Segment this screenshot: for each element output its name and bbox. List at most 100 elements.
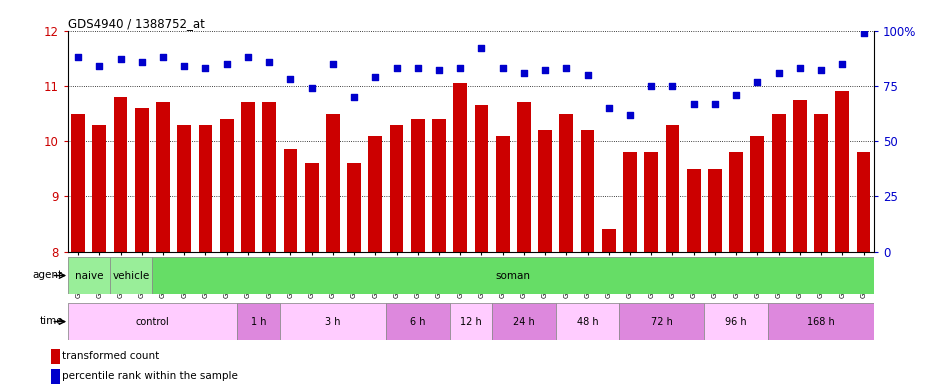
Point bbox=[559, 65, 574, 71]
Bar bbox=[620, 303, 704, 340]
Bar bbox=[771, 114, 785, 252]
Bar bbox=[645, 152, 659, 252]
Bar bbox=[241, 103, 255, 252]
Bar bbox=[220, 119, 234, 252]
Point bbox=[729, 92, 744, 98]
Point bbox=[665, 83, 680, 89]
Text: 72 h: 72 h bbox=[651, 316, 672, 327]
Text: 12 h: 12 h bbox=[460, 316, 482, 327]
Bar bbox=[453, 83, 467, 252]
Point bbox=[368, 74, 383, 80]
Text: percentile rank within the sample: percentile rank within the sample bbox=[62, 371, 238, 381]
Bar bbox=[857, 152, 870, 252]
Point bbox=[155, 54, 170, 60]
Point bbox=[474, 45, 488, 51]
Bar bbox=[92, 124, 106, 252]
Bar bbox=[71, 114, 85, 252]
Point bbox=[453, 65, 468, 71]
Bar bbox=[347, 163, 361, 252]
Bar bbox=[279, 303, 386, 340]
Text: GDS4940 / 1388752_at: GDS4940 / 1388752_at bbox=[68, 17, 204, 30]
Bar bbox=[686, 169, 700, 252]
Point bbox=[411, 65, 426, 71]
Point bbox=[686, 101, 701, 107]
Point bbox=[219, 61, 234, 67]
Text: vehicle: vehicle bbox=[113, 270, 150, 281]
Point bbox=[262, 59, 277, 65]
Bar bbox=[538, 130, 552, 252]
Bar bbox=[814, 114, 828, 252]
Point bbox=[601, 105, 616, 111]
Text: 168 h: 168 h bbox=[808, 316, 835, 327]
Bar bbox=[517, 103, 531, 252]
Point bbox=[240, 54, 255, 60]
Point bbox=[304, 85, 319, 91]
Bar bbox=[496, 136, 510, 252]
Point bbox=[814, 68, 829, 74]
Point bbox=[389, 65, 404, 71]
Text: 48 h: 48 h bbox=[577, 316, 598, 327]
Bar bbox=[475, 105, 488, 252]
Bar bbox=[666, 124, 679, 252]
Bar bbox=[51, 369, 60, 384]
Bar bbox=[114, 97, 128, 252]
Bar bbox=[386, 303, 450, 340]
Point bbox=[835, 61, 850, 67]
Text: 3 h: 3 h bbox=[325, 316, 340, 327]
Bar bbox=[326, 114, 339, 252]
Bar bbox=[750, 136, 764, 252]
Bar bbox=[263, 103, 276, 252]
Text: naive: naive bbox=[75, 270, 103, 281]
Bar bbox=[68, 257, 110, 294]
Text: 96 h: 96 h bbox=[725, 316, 747, 327]
Bar bbox=[304, 163, 318, 252]
Point bbox=[134, 59, 149, 65]
Bar bbox=[110, 257, 153, 294]
Text: soman: soman bbox=[496, 270, 531, 281]
Bar bbox=[389, 124, 403, 252]
Point bbox=[771, 70, 786, 76]
Bar bbox=[450, 303, 492, 340]
Point bbox=[793, 65, 808, 71]
Point bbox=[516, 70, 531, 76]
Point bbox=[495, 65, 510, 71]
Point bbox=[708, 101, 722, 107]
Text: agent: agent bbox=[32, 270, 63, 280]
Bar bbox=[153, 257, 874, 294]
Bar bbox=[368, 136, 382, 252]
Bar bbox=[411, 119, 425, 252]
Bar bbox=[581, 130, 595, 252]
Bar bbox=[835, 91, 849, 252]
Bar bbox=[492, 303, 556, 340]
Bar bbox=[432, 119, 446, 252]
Bar bbox=[793, 100, 807, 252]
Bar bbox=[68, 303, 238, 340]
Bar bbox=[238, 303, 279, 340]
Bar bbox=[704, 303, 768, 340]
Bar bbox=[283, 149, 297, 252]
Text: time: time bbox=[39, 316, 63, 326]
Point bbox=[644, 83, 659, 89]
Text: 6 h: 6 h bbox=[410, 316, 426, 327]
Point bbox=[857, 30, 871, 36]
Point bbox=[113, 56, 128, 63]
Bar bbox=[768, 303, 874, 340]
Point bbox=[70, 54, 85, 60]
Point bbox=[537, 68, 552, 74]
Text: control: control bbox=[136, 316, 169, 327]
Text: transformed count: transformed count bbox=[62, 351, 159, 361]
Bar bbox=[708, 169, 722, 252]
Bar bbox=[156, 103, 170, 252]
Text: 24 h: 24 h bbox=[513, 316, 535, 327]
Bar bbox=[199, 124, 213, 252]
Point bbox=[92, 63, 106, 69]
Bar bbox=[623, 152, 637, 252]
Point bbox=[347, 94, 362, 100]
Bar bbox=[729, 152, 743, 252]
Point bbox=[750, 78, 765, 84]
Bar bbox=[135, 108, 149, 252]
Bar bbox=[560, 114, 574, 252]
Bar bbox=[178, 124, 191, 252]
Text: 1 h: 1 h bbox=[251, 316, 266, 327]
Bar bbox=[602, 230, 616, 252]
